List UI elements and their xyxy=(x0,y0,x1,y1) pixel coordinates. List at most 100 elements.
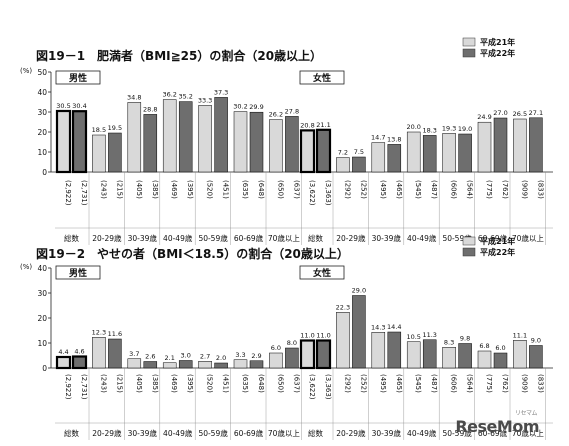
legend-swatch-2 xyxy=(462,247,476,257)
data-label: 28.8 xyxy=(143,105,157,113)
sample-size-label: (215) xyxy=(115,374,123,393)
bar-female-1-h22 xyxy=(315,339,332,370)
watermark-sub: リセマム xyxy=(514,410,538,417)
bar-female-5-h21 xyxy=(442,133,456,173)
bar-female-3-h22 xyxy=(387,144,402,173)
bar-male-7-h21 xyxy=(269,352,283,369)
x-category-label: 50-59歳 xyxy=(198,428,228,438)
data-label: 10.5 xyxy=(406,333,420,341)
x-category-label: 40-49歳 xyxy=(163,233,193,243)
panel-label-female: 女性 xyxy=(313,72,331,84)
panel-label-female: 女性 xyxy=(313,267,331,279)
y-tick-label: 10 xyxy=(37,148,47,157)
watermark-text: ReseMom xyxy=(455,417,539,436)
sample-size-label: (3,363) xyxy=(324,374,332,400)
bar-female-6-h21 xyxy=(477,121,492,173)
bar-male-1-h22 xyxy=(71,110,88,174)
legend-label-2: 平成22年 xyxy=(480,48,515,58)
data-label: 2.9 xyxy=(251,352,261,360)
bar-female-5-h22 xyxy=(458,133,472,173)
sample-size-label: (385) xyxy=(151,374,159,393)
sample-size-label: (465) xyxy=(395,374,403,393)
sample-size-label: (762) xyxy=(501,180,509,199)
x-category-label: 30-39歳 xyxy=(372,428,402,438)
x-category-label: 60-69歳 xyxy=(234,233,264,243)
y-tick-label: 0 xyxy=(42,168,47,177)
x-category-label: 総数 xyxy=(308,233,323,243)
data-label: 7.5 xyxy=(354,148,364,156)
bar-male-6-h22 xyxy=(249,111,264,173)
data-label: 27.1 xyxy=(529,109,543,117)
data-label: 11.1 xyxy=(513,331,527,339)
data-label: 30.2 xyxy=(233,103,247,111)
bar-male-2-h22 xyxy=(108,338,122,369)
data-label: 12.3 xyxy=(92,328,106,336)
sample-size-label: (648) xyxy=(257,180,265,199)
sample-size-label: (2,731) xyxy=(80,374,88,400)
data-label: 22.3 xyxy=(336,303,350,311)
x-category-label: 20-29歳 xyxy=(336,428,366,438)
data-label: 30.4 xyxy=(72,102,86,110)
bar-male-5-h21 xyxy=(198,105,212,173)
data-label: 14.3 xyxy=(371,323,385,331)
bar-female-4-h22 xyxy=(422,135,437,173)
y-tick-label: 40 xyxy=(37,88,47,97)
bar-male-6-h21 xyxy=(233,111,248,173)
x-category-label: 30-39歳 xyxy=(128,233,158,243)
data-label: 18.5 xyxy=(92,126,106,134)
sample-size-label: (252) xyxy=(359,374,367,393)
x-category-label: 30-39歳 xyxy=(128,428,158,438)
sample-size-label: (2,731) xyxy=(80,180,88,206)
chart-title-1: 図19－1 肥満者（BMI≧25）の割合（20歳以上） xyxy=(36,48,322,63)
sample-size-label: (564) xyxy=(466,180,474,199)
legend-swatch-2 xyxy=(462,48,476,58)
data-label: 37.3 xyxy=(214,88,228,96)
bar-male-4-h21 xyxy=(162,362,177,369)
sample-size-label: (395) xyxy=(186,180,194,199)
legend-label-1: 平成21年 xyxy=(480,37,515,47)
bar-male-4-h22 xyxy=(178,360,193,369)
y-tick-label: 30 xyxy=(37,108,47,117)
sample-size-label: (469) xyxy=(170,374,178,393)
bar-male-2-h21 xyxy=(92,337,106,369)
panel-label-box-male xyxy=(55,265,101,280)
sample-size-label: (243) xyxy=(99,180,107,199)
data-label: 20.8 xyxy=(300,121,314,129)
sample-size-label: (650) xyxy=(276,180,284,199)
bar-female-5-h21 xyxy=(442,347,456,369)
x-category-label: 20-29歳 xyxy=(92,428,122,438)
bar-female-2-h22 xyxy=(352,156,366,173)
data-label: 21.1 xyxy=(316,121,330,129)
x-category-label: 40-49歳 xyxy=(407,233,437,243)
y-tick-label: 10 xyxy=(37,339,47,348)
y-axis-unit: (%) xyxy=(20,263,32,271)
data-label: 27.0 xyxy=(493,109,507,117)
bar-male-1-h22 xyxy=(71,355,88,370)
data-label: 13.8 xyxy=(387,135,401,143)
y-tick-label: 0 xyxy=(42,364,47,373)
x-category-label: 20-29歳 xyxy=(92,233,122,243)
sample-size-label: (650) xyxy=(276,374,284,393)
sample-size-label: (451) xyxy=(222,180,230,199)
sample-size-label: (3,363) xyxy=(324,180,332,206)
data-label: 2.0 xyxy=(216,354,226,362)
x-category-label: 総数 xyxy=(64,233,79,243)
bar-female-2-h22 xyxy=(352,295,366,369)
data-label: 7.2 xyxy=(338,149,348,157)
bar-female-1-h21 xyxy=(299,129,316,174)
panel-label-male: 男性 xyxy=(69,72,87,84)
data-label: 19.5 xyxy=(108,124,122,132)
bar-male-1-h21 xyxy=(55,355,72,370)
y-axis-unit: (%) xyxy=(20,67,32,75)
x-category-label: 総数 xyxy=(308,428,323,438)
bar-male-6-h21 xyxy=(233,359,248,369)
bar-female-3-h21 xyxy=(371,142,386,173)
bar-male-2-h22 xyxy=(108,132,122,173)
bar-male-6-h22 xyxy=(249,360,264,369)
data-label: 30.5 xyxy=(56,102,70,110)
bar-female-4-h22 xyxy=(422,339,437,369)
legend-swatch-1 xyxy=(462,37,476,47)
sample-size-label: (215) xyxy=(115,180,123,199)
sample-size-label: (635) xyxy=(241,374,249,393)
